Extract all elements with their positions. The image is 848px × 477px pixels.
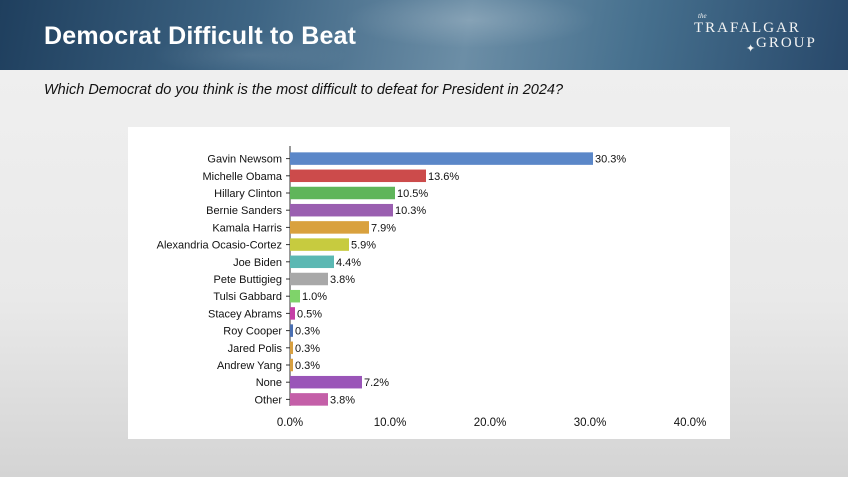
bar bbox=[290, 186, 395, 200]
data-label: 4.4% bbox=[336, 257, 361, 269]
logo-line-1: TRAFALGAR bbox=[694, 20, 801, 36]
bar bbox=[290, 393, 328, 406]
x-tick-label: 20.0% bbox=[474, 417, 507, 429]
bar bbox=[290, 255, 334, 269]
category-label: Other bbox=[254, 394, 282, 406]
chart-panel: Gavin Newsom 30.3% Michelle Obama 13.6% Hill… bbox=[128, 127, 730, 439]
data-label: 0.3% bbox=[295, 343, 320, 355]
category-label: Gavin Newsom bbox=[207, 154, 282, 166]
data-label: 3.8% bbox=[330, 274, 355, 286]
bar bbox=[290, 375, 362, 389]
category-label: Jared Polis bbox=[228, 343, 283, 355]
bar bbox=[290, 272, 328, 286]
survey-question: Which Democrat do you think is the most … bbox=[44, 82, 564, 98]
category-label: Alexandria Ocasio-Cortez bbox=[157, 240, 282, 252]
data-label: 30.3% bbox=[595, 154, 626, 166]
data-label: 13.6% bbox=[428, 171, 459, 183]
logo-the: the bbox=[698, 12, 707, 20]
bar bbox=[290, 341, 293, 355]
data-label: 7.2% bbox=[364, 377, 389, 389]
bar bbox=[290, 203, 393, 217]
category-label: Joe Biden bbox=[233, 257, 282, 269]
data-label: 10.5% bbox=[397, 188, 428, 200]
bar bbox=[290, 152, 593, 165]
x-tick-label: 30.0% bbox=[574, 417, 607, 429]
data-label: 0.3% bbox=[295, 360, 320, 372]
data-label: 5.9% bbox=[351, 240, 376, 252]
category-label: Michelle Obama bbox=[203, 171, 283, 183]
category-label: Kamala Harris bbox=[212, 222, 282, 234]
category-label: None bbox=[256, 377, 282, 389]
category-label: Stacey Abrams bbox=[208, 308, 282, 320]
logo-line-2: GROUP bbox=[756, 35, 817, 51]
category-label: Roy Cooper bbox=[223, 326, 282, 338]
category-label: Hillary Clinton bbox=[214, 188, 282, 200]
data-label: 0.5% bbox=[297, 308, 322, 320]
category-label: Bernie Sanders bbox=[206, 205, 282, 217]
x-tick-label: 0.0% bbox=[277, 417, 303, 429]
bar-chart: Gavin Newsom 30.3% Michelle Obama 13.6% Hill… bbox=[157, 146, 707, 429]
bar bbox=[290, 358, 293, 372]
category-label: Tulsi Gabbard bbox=[213, 291, 282, 303]
title-banner bbox=[0, 0, 848, 70]
bar bbox=[290, 324, 293, 337]
category-label: Pete Buttigieg bbox=[214, 274, 283, 286]
bar bbox=[290, 307, 295, 320]
x-tick-label: 10.0% bbox=[374, 417, 407, 429]
x-tick-label: 40.0% bbox=[674, 417, 707, 429]
slide-title: Democrat Difficult to Beat bbox=[44, 22, 357, 50]
data-label: 10.3% bbox=[395, 205, 426, 217]
bar bbox=[290, 169, 426, 183]
data-label: 7.9% bbox=[371, 222, 396, 234]
compass-star-icon: ✦ bbox=[746, 43, 756, 55]
data-label: 3.8% bbox=[330, 394, 355, 406]
bar bbox=[290, 289, 300, 303]
bar bbox=[290, 238, 349, 251]
bar bbox=[290, 221, 369, 234]
data-label: 0.3% bbox=[295, 326, 320, 338]
data-label: 1.0% bbox=[302, 291, 327, 303]
category-label: Andrew Yang bbox=[217, 360, 282, 372]
